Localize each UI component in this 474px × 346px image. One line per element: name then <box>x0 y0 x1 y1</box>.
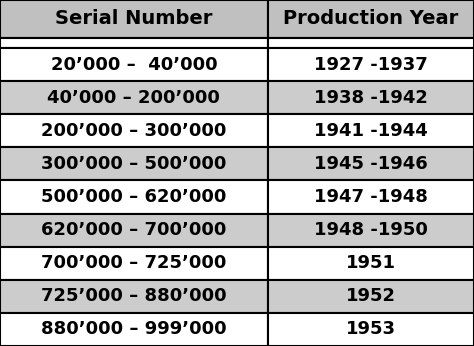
Text: 1947 -1948: 1947 -1948 <box>314 188 428 206</box>
Bar <box>268 0 474 38</box>
Text: 500’000 – 620’000: 500’000 – 620’000 <box>41 188 227 206</box>
Bar <box>268 38 474 48</box>
Bar <box>0 81 268 114</box>
Bar <box>268 313 474 346</box>
Text: Production Year: Production Year <box>283 9 458 28</box>
Bar <box>0 48 268 81</box>
Bar <box>268 147 474 181</box>
Bar <box>0 147 268 181</box>
Text: 1927 -1937: 1927 -1937 <box>314 56 428 74</box>
Bar <box>0 38 268 48</box>
Bar <box>268 213 474 247</box>
Bar <box>0 0 268 38</box>
Text: 1953: 1953 <box>346 320 396 338</box>
Bar <box>0 114 268 147</box>
Bar <box>0 247 268 280</box>
Bar <box>268 247 474 280</box>
Text: 620’000 – 700’000: 620’000 – 700’000 <box>41 221 227 239</box>
Text: Serial Number: Serial Number <box>55 9 213 28</box>
Text: 1948 -1950: 1948 -1950 <box>314 221 428 239</box>
Bar <box>0 213 268 247</box>
Bar <box>0 181 268 213</box>
Text: 880’000 – 999’000: 880’000 – 999’000 <box>41 320 227 338</box>
Bar <box>0 313 268 346</box>
Text: 1951: 1951 <box>346 254 396 272</box>
Bar <box>268 81 474 114</box>
Bar <box>268 181 474 213</box>
Text: 300’000 – 500’000: 300’000 – 500’000 <box>41 155 227 173</box>
Bar <box>268 114 474 147</box>
Bar <box>268 48 474 81</box>
Text: 20’000 –  40’000: 20’000 – 40’000 <box>51 56 217 74</box>
Bar <box>268 280 474 313</box>
Text: 40’000 – 200’000: 40’000 – 200’000 <box>47 89 220 107</box>
Text: 200’000 – 300’000: 200’000 – 300’000 <box>41 122 227 140</box>
Text: 1941 -1944: 1941 -1944 <box>314 122 428 140</box>
Text: 725’000 – 880’000: 725’000 – 880’000 <box>41 287 227 305</box>
Text: 1945 -1946: 1945 -1946 <box>314 155 428 173</box>
Text: 1952: 1952 <box>346 287 396 305</box>
Text: 700’000 – 725’000: 700’000 – 725’000 <box>41 254 227 272</box>
Bar <box>0 280 268 313</box>
Text: 1938 -1942: 1938 -1942 <box>314 89 428 107</box>
